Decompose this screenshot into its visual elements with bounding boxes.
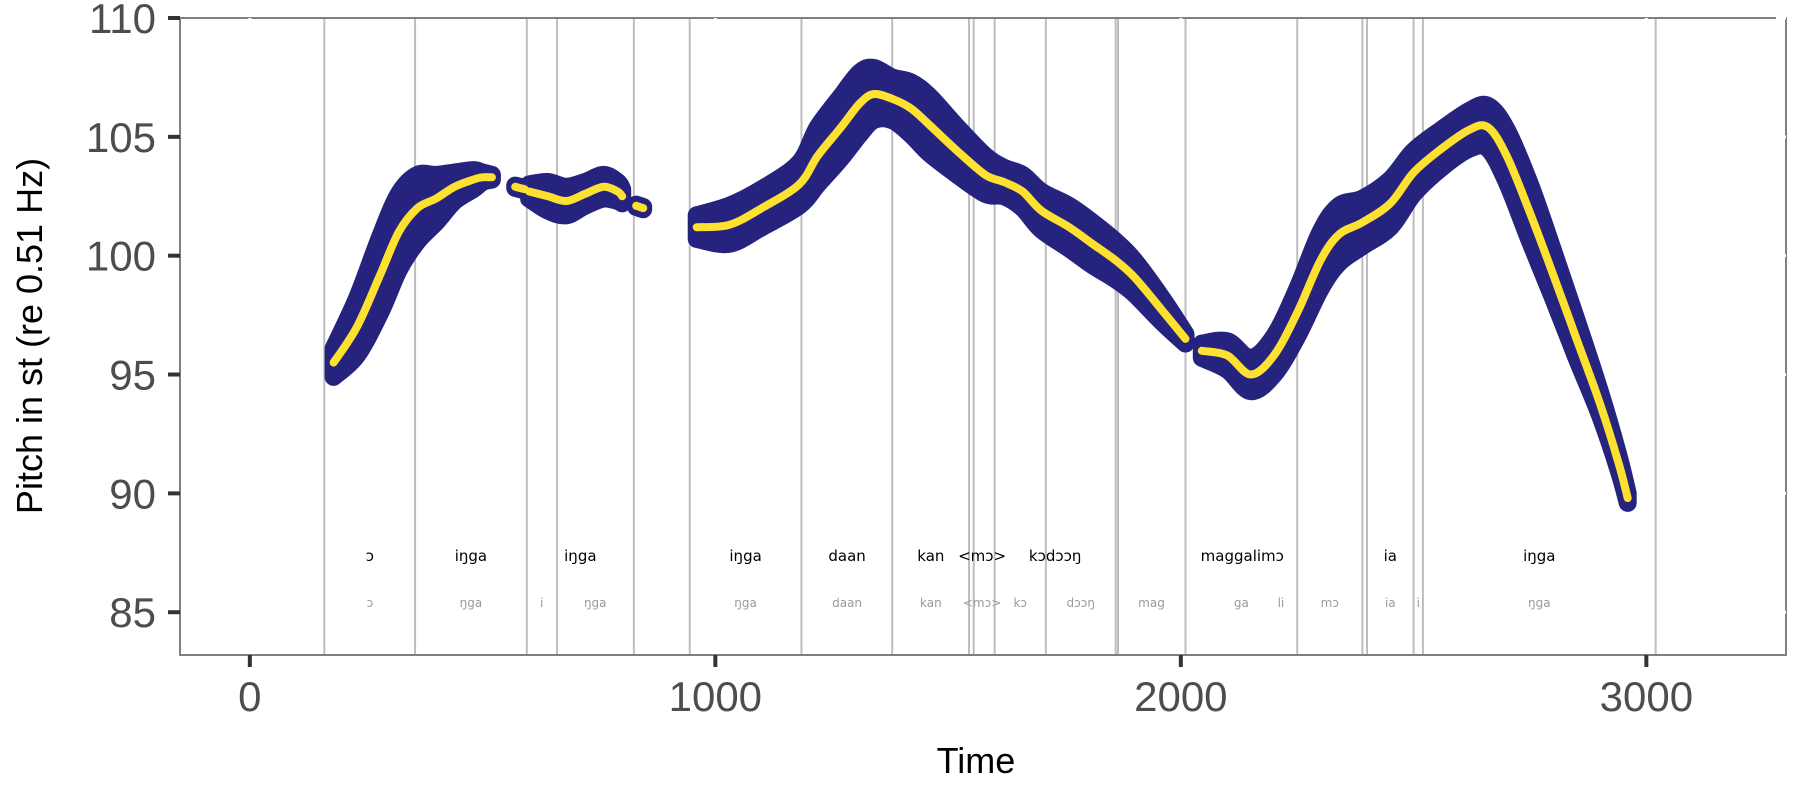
syllable-label: ia xyxy=(1385,596,1396,610)
x-tick-label: 2000 xyxy=(1134,673,1227,720)
y-tick-label: 100 xyxy=(86,233,156,280)
syllable-label: kan xyxy=(920,596,942,610)
y-tick-label: 95 xyxy=(109,352,156,399)
word-label: kan xyxy=(917,547,944,565)
pitch-line-4 xyxy=(632,201,648,213)
boundary-lines xyxy=(323,18,1657,655)
pitch-lines xyxy=(329,89,1632,503)
syllable-label: <mɔ> xyxy=(963,596,1001,610)
syllable-label: ŋga xyxy=(460,596,483,610)
syllable-label: kɔ xyxy=(1013,596,1027,610)
pitch-band-5 xyxy=(687,58,1195,353)
syllable-label: ŋga xyxy=(1528,596,1551,610)
word-label: daan xyxy=(828,547,865,565)
syllable-label: daan xyxy=(832,596,862,610)
syllable-label: dɔɔŋ xyxy=(1067,596,1095,610)
x-tick-label: 3000 xyxy=(1600,673,1693,720)
word-label: ɔ xyxy=(366,547,374,565)
axes: 85 90 95 100 105 110 0 1000 2000 3000 xyxy=(86,0,1786,720)
pitch-band-1 xyxy=(324,161,501,386)
x-tick-label: 0 xyxy=(238,673,261,720)
y-tick-label: 105 xyxy=(86,114,156,161)
pitch-line-5 xyxy=(692,89,1190,343)
word-label: iŋga xyxy=(729,547,761,565)
pitch-line-3 xyxy=(525,182,627,206)
word-label: kɔdɔɔŋ xyxy=(1029,547,1081,565)
syllable-label: ŋga xyxy=(734,596,757,610)
plot-frame xyxy=(179,17,1787,656)
syllable-label: ŋga xyxy=(584,596,607,610)
syllable-label: mag xyxy=(1138,596,1165,610)
y-tick-label: 90 xyxy=(109,470,156,517)
y-tick-label: 85 xyxy=(109,589,156,636)
x-axis-title: Time xyxy=(937,740,1016,781)
x-tick-label: 1000 xyxy=(669,673,762,720)
pitch-line-6 xyxy=(1197,121,1632,503)
syllable-label: ga xyxy=(1234,596,1249,610)
y-tick-label: 110 xyxy=(89,0,156,42)
pitch-line-2 xyxy=(511,182,529,194)
syllable-label: mɔ xyxy=(1321,596,1339,610)
syllable-label: ɔ xyxy=(367,596,374,610)
word-label: maggalimɔ xyxy=(1201,547,1284,565)
word-label: iŋga xyxy=(455,547,487,565)
syllable-label: i xyxy=(540,596,543,610)
segment-labels: ɔ iŋga iŋga iŋga daan kan <mɔ> kɔdɔɔŋ maggalimɔ i… xyxy=(366,547,1556,610)
word-label: <mɔ> xyxy=(958,547,1006,565)
word-label: iŋga xyxy=(1523,547,1555,565)
word-label: ia xyxy=(1384,547,1397,565)
syllable-label: i xyxy=(1417,596,1420,610)
pitch-line-1 xyxy=(329,173,496,367)
y-axis-title: Pitch in st (re 0.51 Hz) xyxy=(9,158,50,514)
word-label: iŋga xyxy=(564,547,596,565)
syllable-label: li xyxy=(1278,596,1285,610)
